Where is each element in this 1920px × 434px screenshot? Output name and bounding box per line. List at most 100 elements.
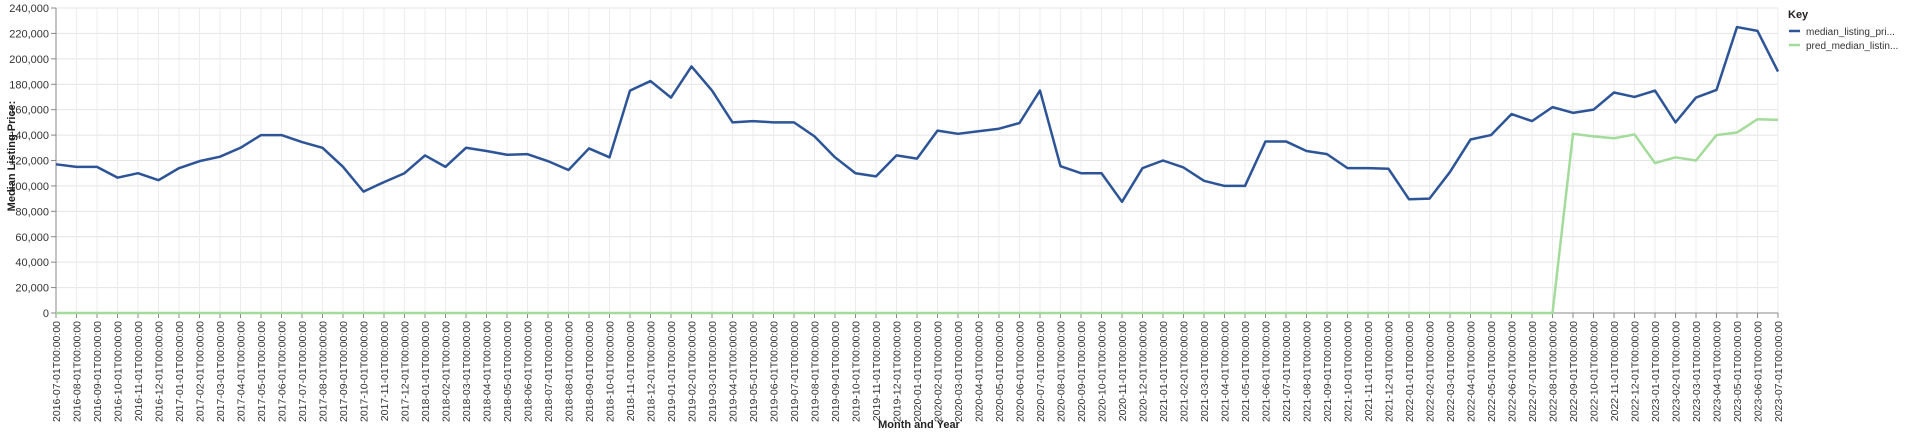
x-tick-label: 2021-11-01T00:00:00 xyxy=(1363,321,1375,421)
x-tick-label: 2022-07-01T00:00:00 xyxy=(1527,321,1539,422)
x-tick-label: 2017-03-01T00:00:00 xyxy=(215,321,227,422)
x-tick-label: 2016-07-01T00:00:00 xyxy=(51,321,63,422)
x-tick-label: 2021-04-01T00:00:00 xyxy=(1220,321,1232,422)
y-tick-label: 120,000 xyxy=(9,156,49,168)
x-tick-label: 2017-06-01T00:00:00 xyxy=(277,321,289,422)
x-tick-label: 2022-04-01T00:00:00 xyxy=(1466,321,1478,422)
series-line-1 xyxy=(56,117,1779,315)
x-tick-label: 2020-08-01T00:00:00 xyxy=(1056,321,1068,422)
x-tick-label: 2023-04-01T00:00:00 xyxy=(1712,321,1724,422)
x-tick-label: 2016-11-01T00:00:00 xyxy=(133,321,145,421)
x-tick-label: 2020-07-01T00:00:00 xyxy=(1035,321,1047,422)
x-tick-label: 2021-02-01T00:00:00 xyxy=(1179,321,1191,422)
x-tick-label: 2018-02-01T00:00:00 xyxy=(441,321,453,422)
x-tick-label: 2019-09-01T00:00:00 xyxy=(830,321,842,422)
y-axis-title: Median Listing Price: xyxy=(6,101,18,212)
x-tick-label: 2022-10-01T00:00:00 xyxy=(1589,321,1601,422)
x-tick-label: 2018-12-01T00:00:00 xyxy=(646,321,658,422)
series-lines xyxy=(55,25,1780,315)
y-tick-label: 40,000 xyxy=(15,257,49,269)
series-line-0 xyxy=(55,25,1780,204)
x-tick-label: 2017-04-01T00:00:00 xyxy=(236,321,248,422)
grid xyxy=(55,7,1779,314)
x-tick-label: 2018-10-01T00:00:00 xyxy=(605,321,617,422)
x-tick-label: 2020-09-01T00:00:00 xyxy=(1076,321,1088,422)
x-tick-label: 2023-07-01T00:00:00 xyxy=(1773,321,1785,422)
x-tick-label: 2018-03-01T00:00:00 xyxy=(461,321,473,422)
x-tick-label: 2022-09-01T00:00:00 xyxy=(1568,321,1580,422)
x-tick-label: 2018-01-01T00:00:00 xyxy=(420,321,432,422)
x-tick-label: 2018-09-01T00:00:00 xyxy=(584,321,596,422)
y-axis: 0 20,000 40,000 60,000 80,000 100,000 120,000 1… xyxy=(9,3,57,320)
x-tick-label: 2019-03-01T00:00:00 xyxy=(707,321,719,422)
x-tick-label: 2017-12-01T00:00:00 xyxy=(400,321,412,422)
x-tick-label: 2022-03-01T00:00:00 xyxy=(1445,321,1457,422)
x-tick-label: 2016-09-01T00:00:00 xyxy=(92,321,104,422)
x-tick-label: 2020-06-01T00:00:00 xyxy=(1015,321,1027,422)
y-tick-label: 180,000 xyxy=(9,79,49,91)
y-tick-label: 100,000 xyxy=(9,181,49,193)
legend: Key median_listing_pri... pred_median_li… xyxy=(1788,9,1898,52)
x-tick-label: 2021-03-01T00:00:00 xyxy=(1199,321,1211,422)
x-tick-label: 2023-05-01T00:00:00 xyxy=(1732,321,1744,422)
x-tick-label: 2018-06-01T00:00:00 xyxy=(523,321,535,422)
x-tick-label: 2020-03-01T00:00:00 xyxy=(953,321,965,422)
x-tick-label: 2017-08-01T00:00:00 xyxy=(318,321,330,422)
x-tick-label: 2022-12-01T00:00:00 xyxy=(1630,321,1642,422)
x-tick-label: 2019-11-01T00:00:00 xyxy=(871,321,883,421)
x-tick-label: 2016-08-01T00:00:00 xyxy=(72,321,84,422)
x-tick-label: 2023-02-01T00:00:00 xyxy=(1671,321,1683,422)
x-tick-label: 2016-12-01T00:00:00 xyxy=(154,321,166,422)
x-tick-label: 2020-10-01T00:00:00 xyxy=(1097,321,1109,422)
x-tick-label: 2017-07-01T00:00:00 xyxy=(297,321,309,422)
x-tick-label: 2019-05-01T00:00:00 xyxy=(748,321,760,422)
x-tick-label: 2018-08-01T00:00:00 xyxy=(564,321,576,422)
x-tick-label: 2021-07-01T00:00:00 xyxy=(1281,321,1293,422)
x-tick-label: 2022-05-01T00:00:00 xyxy=(1486,321,1498,422)
x-tick-label: 2017-11-01T00:00:00 xyxy=(379,321,391,421)
x-tick-label: 2018-11-01T00:00:00 xyxy=(625,321,637,421)
y-tick-label: 20,000 xyxy=(15,283,49,295)
legend-label-1: pred_median_listin... xyxy=(1806,41,1898,52)
x-tick-label: 2020-05-01T00:00:00 xyxy=(994,321,1006,422)
x-tick-label: 2020-12-01T00:00:00 xyxy=(1138,321,1150,422)
x-tick-label: 2019-01-01T00:00:00 xyxy=(666,321,678,422)
x-tick-label: 2023-01-01T00:00:00 xyxy=(1650,321,1662,422)
x-tick-label: 2020-11-01T00:00:00 xyxy=(1117,321,1129,421)
x-tick-label: 2022-11-01T00:00:00 xyxy=(1609,321,1621,421)
x-tick-label: 2019-04-01T00:00:00 xyxy=(728,321,740,422)
x-tick-label: 2022-06-01T00:00:00 xyxy=(1507,321,1519,422)
y-tick-label: 0 xyxy=(43,308,49,320)
x-tick-label: 2018-04-01T00:00:00 xyxy=(482,321,494,422)
x-tick-label: 2023-03-01T00:00:00 xyxy=(1691,321,1703,422)
x-tick-label: 2021-08-01T00:00:00 xyxy=(1302,321,1314,422)
x-tick-label: 2022-02-01T00:00:00 xyxy=(1425,321,1437,422)
x-tick-label: 2017-05-01T00:00:00 xyxy=(256,321,268,422)
x-tick-label: 2017-10-01T00:00:00 xyxy=(359,321,371,422)
y-tick-label: 200,000 xyxy=(9,54,49,66)
x-tick-label: 2017-01-01T00:00:00 xyxy=(174,321,186,422)
x-axis-title: Month and Year xyxy=(878,419,960,431)
y-tick-label: 80,000 xyxy=(15,206,49,218)
x-tick-label: 2021-01-01T00:00:00 xyxy=(1158,321,1170,422)
x-tick-label: 2020-02-01T00:00:00 xyxy=(933,321,945,422)
x-tick-label: 2020-04-01T00:00:00 xyxy=(974,321,986,422)
x-tick-label: 2019-07-01T00:00:00 xyxy=(789,321,801,422)
x-tick-label: 2019-10-01T00:00:00 xyxy=(851,321,863,422)
y-tick-label: 240,000 xyxy=(9,3,49,15)
legend-label-0: median_listing_pri... xyxy=(1806,27,1895,38)
x-tick-label: 2018-07-01T00:00:00 xyxy=(543,321,555,422)
x-tick-label: 2019-06-01T00:00:00 xyxy=(769,321,781,422)
x-axis: 2016-07-01T00:00:00 2016-08-01T00:00:00 20… xyxy=(51,312,1785,422)
y-tick-label: 140,000 xyxy=(9,130,49,142)
x-tick-label: 2021-09-01T00:00:00 xyxy=(1322,321,1334,422)
x-tick-label: 2022-08-01T00:00:00 xyxy=(1548,321,1560,422)
x-tick-label: 2022-01-01T00:00:00 xyxy=(1404,321,1416,422)
x-tick-label: 2017-02-01T00:00:00 xyxy=(195,321,207,422)
x-tick-label: 2018-05-01T00:00:00 xyxy=(502,321,514,422)
x-tick-label: 2021-10-01T00:00:00 xyxy=(1343,321,1355,422)
x-tick-label: 2019-02-01T00:00:00 xyxy=(687,321,699,422)
x-tick-label: 2021-12-01T00:00:00 xyxy=(1384,321,1396,422)
x-tick-label: 2021-06-01T00:00:00 xyxy=(1261,321,1273,422)
x-tick-label: 2019-12-01T00:00:00 xyxy=(892,321,904,422)
